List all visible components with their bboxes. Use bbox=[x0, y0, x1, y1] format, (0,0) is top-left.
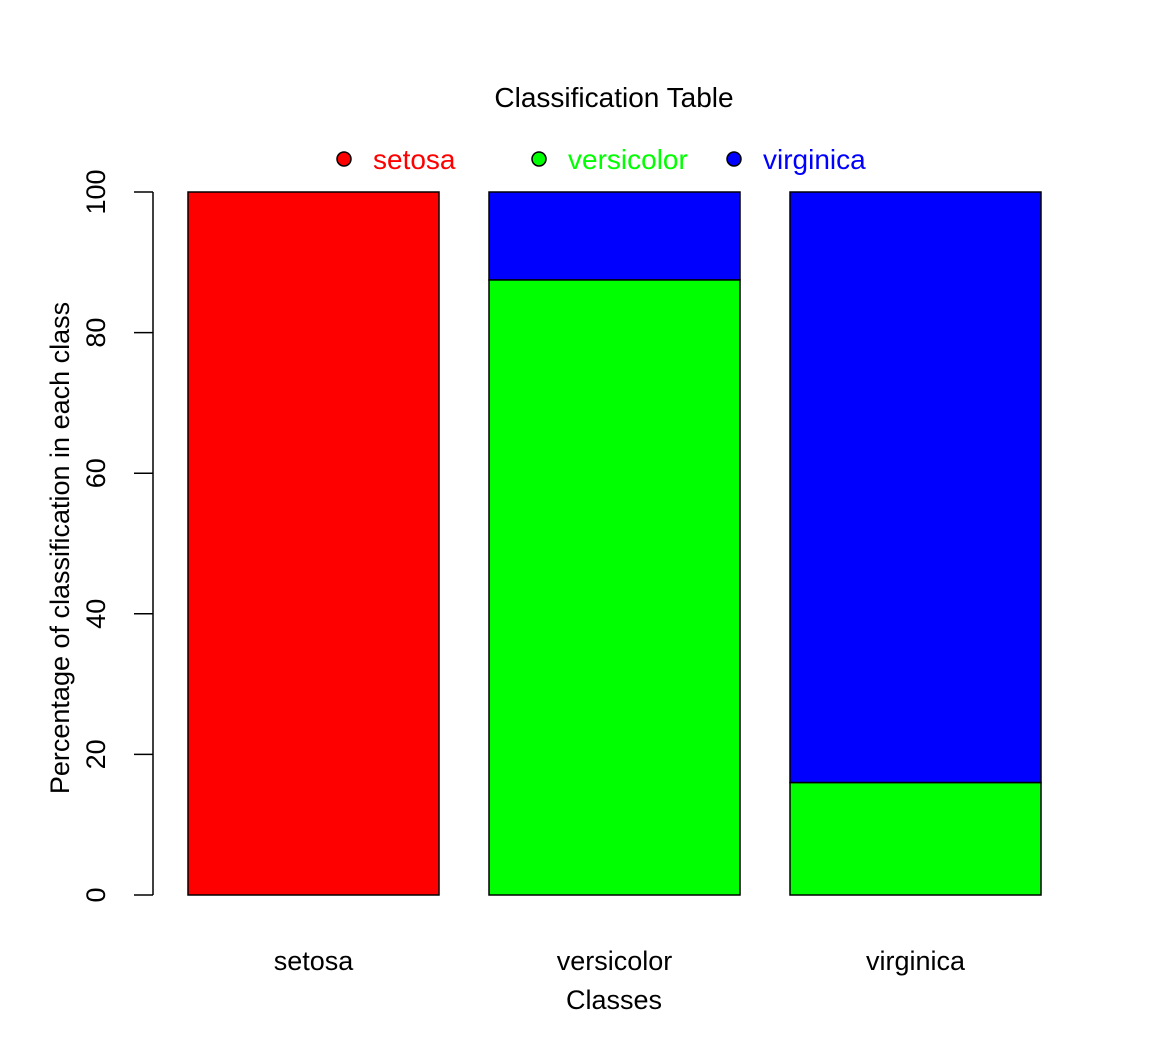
bar-segment-versicolor-versicolor bbox=[488, 279, 741, 896]
legend: setosa versicolor virginica bbox=[336, 144, 866, 175]
y-tick-label: 60 bbox=[81, 458, 111, 488]
chart-title: Classification Table bbox=[494, 82, 733, 113]
bar-segment-setosa-setosa bbox=[187, 191, 440, 896]
y-tick-label: 80 bbox=[81, 318, 111, 348]
x-axis-title: Classes bbox=[566, 985, 662, 1015]
y-tick-label: 40 bbox=[81, 599, 111, 629]
legend-marker-virginica bbox=[726, 151, 742, 167]
legend-label-versicolor: versicolor bbox=[568, 144, 688, 175]
legend-label-setosa: setosa bbox=[373, 144, 456, 175]
bar-segment-virginica-versicolor bbox=[789, 781, 1042, 896]
y-tick-label: 20 bbox=[81, 739, 111, 769]
bar-segment-virginica-virginica bbox=[789, 191, 1042, 784]
x-tick-label-versicolor: versicolor bbox=[557, 946, 673, 976]
x-tick-label-virginica: virginica bbox=[866, 946, 966, 976]
y-tick-label: 100 bbox=[81, 169, 111, 214]
legend-marker-setosa bbox=[336, 151, 352, 167]
y-tick-label: 0 bbox=[81, 887, 111, 902]
bars bbox=[187, 191, 1042, 896]
bar-segment-versicolor-virginica bbox=[488, 191, 741, 281]
legend-label-virginica: virginica bbox=[763, 144, 866, 175]
y-axis-title: Percentage of classification in each cla… bbox=[45, 302, 75, 794]
x-tick-label-setosa: setosa bbox=[274, 946, 355, 976]
y-axis: 0 20 40 60 80 100 bbox=[81, 169, 154, 903]
legend-marker-versicolor bbox=[531, 151, 547, 167]
x-axis-labels: setosa versicolor virginica bbox=[274, 946, 966, 976]
